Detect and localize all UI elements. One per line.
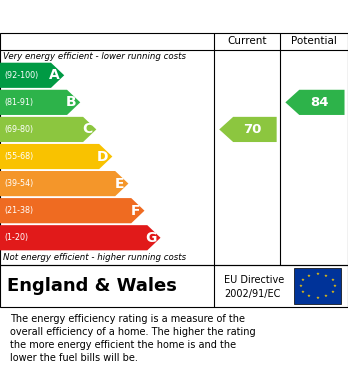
Text: ★: ★ xyxy=(324,274,328,278)
Text: (55-68): (55-68) xyxy=(4,152,33,161)
Polygon shape xyxy=(0,117,96,142)
Text: E: E xyxy=(115,177,124,190)
Text: ★: ★ xyxy=(330,278,334,282)
Text: ★: ★ xyxy=(324,294,328,298)
Polygon shape xyxy=(0,225,160,250)
Text: G: G xyxy=(145,231,156,245)
Bar xyxy=(294,268,341,304)
Polygon shape xyxy=(0,198,144,223)
Text: ★: ★ xyxy=(316,272,319,276)
Text: (1-20): (1-20) xyxy=(4,233,28,242)
Text: Current: Current xyxy=(227,36,267,47)
Text: Not energy efficient - higher running costs: Not energy efficient - higher running co… xyxy=(3,253,187,262)
Text: C: C xyxy=(82,122,92,136)
Text: (92-100): (92-100) xyxy=(4,71,38,80)
Text: ★: ★ xyxy=(316,296,319,300)
Text: ★: ★ xyxy=(301,290,305,294)
Text: 70: 70 xyxy=(243,123,261,136)
Text: EU Directive: EU Directive xyxy=(224,275,285,285)
Text: B: B xyxy=(65,95,76,109)
Polygon shape xyxy=(0,171,128,196)
Polygon shape xyxy=(0,144,112,169)
Polygon shape xyxy=(0,90,80,115)
Text: ★: ★ xyxy=(301,278,305,282)
Text: ★: ★ xyxy=(330,290,334,294)
Text: 84: 84 xyxy=(310,96,329,109)
Text: The energy efficiency rating is a measure of the
overall efficiency of a home. T: The energy efficiency rating is a measur… xyxy=(10,314,256,363)
Text: (21-38): (21-38) xyxy=(4,206,33,215)
Polygon shape xyxy=(0,63,64,88)
Text: F: F xyxy=(131,204,140,218)
Polygon shape xyxy=(219,117,277,142)
Text: England & Wales: England & Wales xyxy=(7,277,177,295)
Text: ★: ★ xyxy=(333,284,337,288)
Text: Very energy efficient - lower running costs: Very energy efficient - lower running co… xyxy=(3,52,187,61)
Text: (39-54): (39-54) xyxy=(4,179,33,188)
Text: D: D xyxy=(97,149,108,163)
Polygon shape xyxy=(285,90,345,115)
Text: (81-91): (81-91) xyxy=(4,98,33,107)
Text: ★: ★ xyxy=(299,284,302,288)
Text: ★: ★ xyxy=(307,294,311,298)
Text: ★: ★ xyxy=(307,274,311,278)
Text: (69-80): (69-80) xyxy=(4,125,33,134)
Text: Energy Efficiency Rating: Energy Efficiency Rating xyxy=(10,9,232,24)
Text: 2002/91/EC: 2002/91/EC xyxy=(224,289,281,300)
Text: A: A xyxy=(49,68,60,82)
Text: Potential: Potential xyxy=(291,36,337,47)
